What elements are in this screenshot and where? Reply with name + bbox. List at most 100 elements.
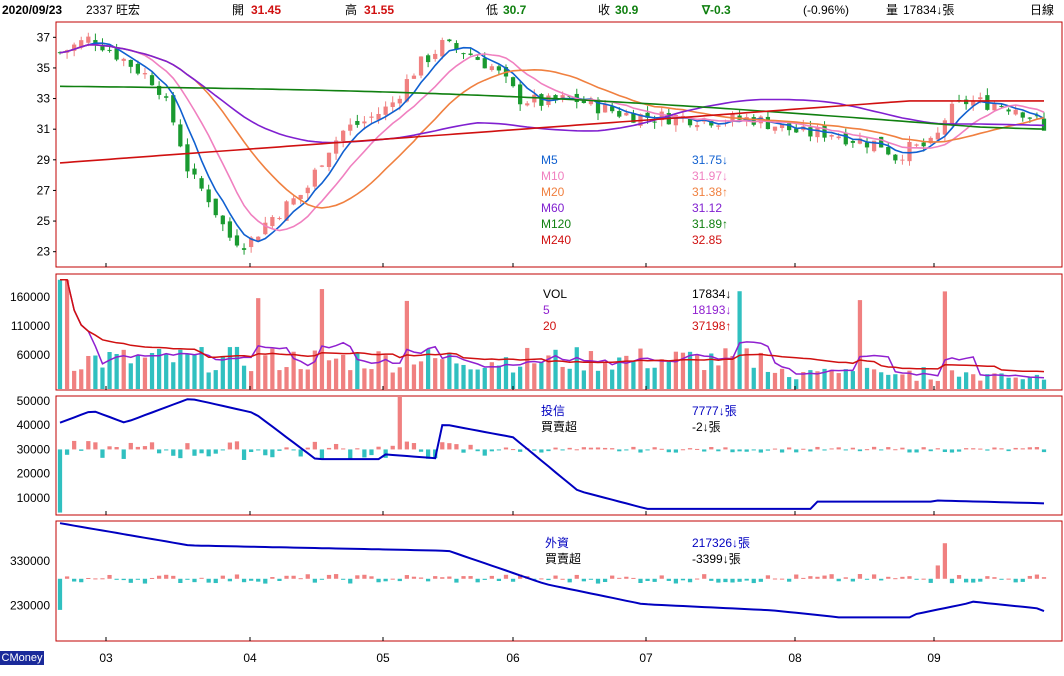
candle-body (879, 136, 884, 148)
trust-net-bar (142, 446, 148, 450)
moving-average-lines (59, 42, 1045, 243)
foreign-holding-line (59, 522, 1045, 619)
candle-body (206, 189, 211, 203)
volume-bar (595, 370, 601, 389)
candle-body (454, 43, 459, 50)
volume-bar (602, 361, 608, 389)
trust-net-bar (348, 449, 353, 460)
foreign-net-bar (985, 576, 990, 579)
foreign-net-bar (213, 578, 218, 584)
candle-body (72, 44, 77, 51)
foreign-net-bar (397, 578, 402, 582)
foreign-panel-frame (55, 520, 1063, 642)
volume-bar (871, 369, 877, 389)
volume-bar (369, 369, 374, 389)
foreign-net-bar (794, 574, 799, 579)
volume-bar (900, 374, 905, 389)
candle-body (418, 56, 424, 76)
candle-body (383, 106, 388, 115)
trust-net-bar (213, 449, 218, 454)
foreign-net-bar (949, 578, 955, 584)
volume-bar (956, 376, 962, 389)
candle-body (164, 96, 169, 98)
legend-value: 31.97↓ (692, 169, 728, 183)
foreign-net-bar (489, 575, 494, 579)
foreign-net-bar (249, 578, 254, 581)
candle-body (341, 130, 346, 142)
legend-name: 買賣超 (541, 419, 577, 434)
foreign-net-bar (100, 578, 105, 580)
trust-net-bar (539, 449, 544, 453)
volume-bar (687, 351, 693, 389)
trust-net-bar (617, 449, 622, 452)
foreign-net-bar (305, 574, 310, 579)
volume-bar (355, 353, 360, 389)
trust-net-bar (638, 449, 643, 453)
trust-net-bar (893, 449, 898, 451)
foreign-net-bar (935, 565, 940, 579)
foreign-net-bar (72, 578, 77, 582)
trust-net-bar (496, 449, 502, 451)
volume-bar (277, 370, 282, 389)
foreign-net-bar (79, 578, 84, 583)
candle-body (192, 168, 197, 175)
trust-net-bar (185, 443, 190, 450)
candle-body (142, 73, 148, 75)
trust-net-bar (772, 448, 778, 450)
candle-body (624, 112, 629, 116)
volume-bar (964, 372, 969, 389)
trust-net-bar (730, 449, 735, 453)
candle-body (149, 75, 155, 86)
trust-holding-line (59, 398, 1045, 510)
volume-bar (893, 374, 898, 389)
volume-bar (546, 355, 551, 389)
candle-body (1013, 109, 1018, 115)
candle-body (687, 117, 693, 126)
trust-net-bar (737, 449, 742, 452)
trust-net-bar (886, 447, 891, 450)
candle-body (709, 120, 714, 126)
foreign-net-bar (1034, 574, 1040, 579)
header-volume-value: 17834↓張 (903, 3, 954, 17)
volume-tick-label: 110000 (11, 319, 50, 333)
volume-tick-label: 60000 (17, 348, 51, 362)
price-y-axis: 37 35 33 31 29 27 25 23 (37, 30, 56, 259)
header-date: 2020/09/23 (2, 3, 62, 17)
candle-body (645, 112, 650, 118)
month-tick-label: 03 (99, 651, 113, 665)
candle-body (716, 125, 721, 127)
volume-bar (333, 358, 339, 389)
candle-body (249, 237, 254, 248)
trust-net-bar (574, 449, 579, 451)
ma120-line (59, 85, 1045, 130)
trust-net-bar (341, 448, 346, 450)
volume-bar (213, 370, 218, 389)
trust-net-bar (1020, 448, 1025, 450)
volume-bar (539, 362, 544, 389)
volume-bar (716, 365, 721, 389)
trust-net-bar (921, 447, 926, 450)
foreign-net-bar (673, 578, 679, 584)
volume-bar (581, 370, 586, 389)
foreign-net-bar (206, 578, 211, 583)
trust-net-bar (864, 449, 870, 451)
trust-net-bar (1027, 447, 1032, 450)
month-tick-label: 09 (927, 651, 941, 665)
trust-net-bar (291, 449, 296, 451)
candle-body (447, 39, 452, 42)
month-tick-label: 06 (506, 651, 520, 665)
foreign-net-bar (468, 576, 473, 579)
foreign-net-bar (687, 578, 693, 583)
foreign-net-bar (779, 578, 785, 580)
candle-body (971, 101, 976, 106)
volume-bar (709, 353, 714, 389)
volume-bar (843, 369, 848, 389)
header-open-label: 開 (232, 3, 244, 17)
foreign-net-bar (879, 578, 884, 581)
foreign-net-bar (857, 574, 863, 579)
foreign-net-bar (199, 577, 204, 579)
foreign-net-bar (241, 578, 247, 583)
candle-body (178, 124, 183, 147)
trust-net-bar (801, 448, 806, 450)
